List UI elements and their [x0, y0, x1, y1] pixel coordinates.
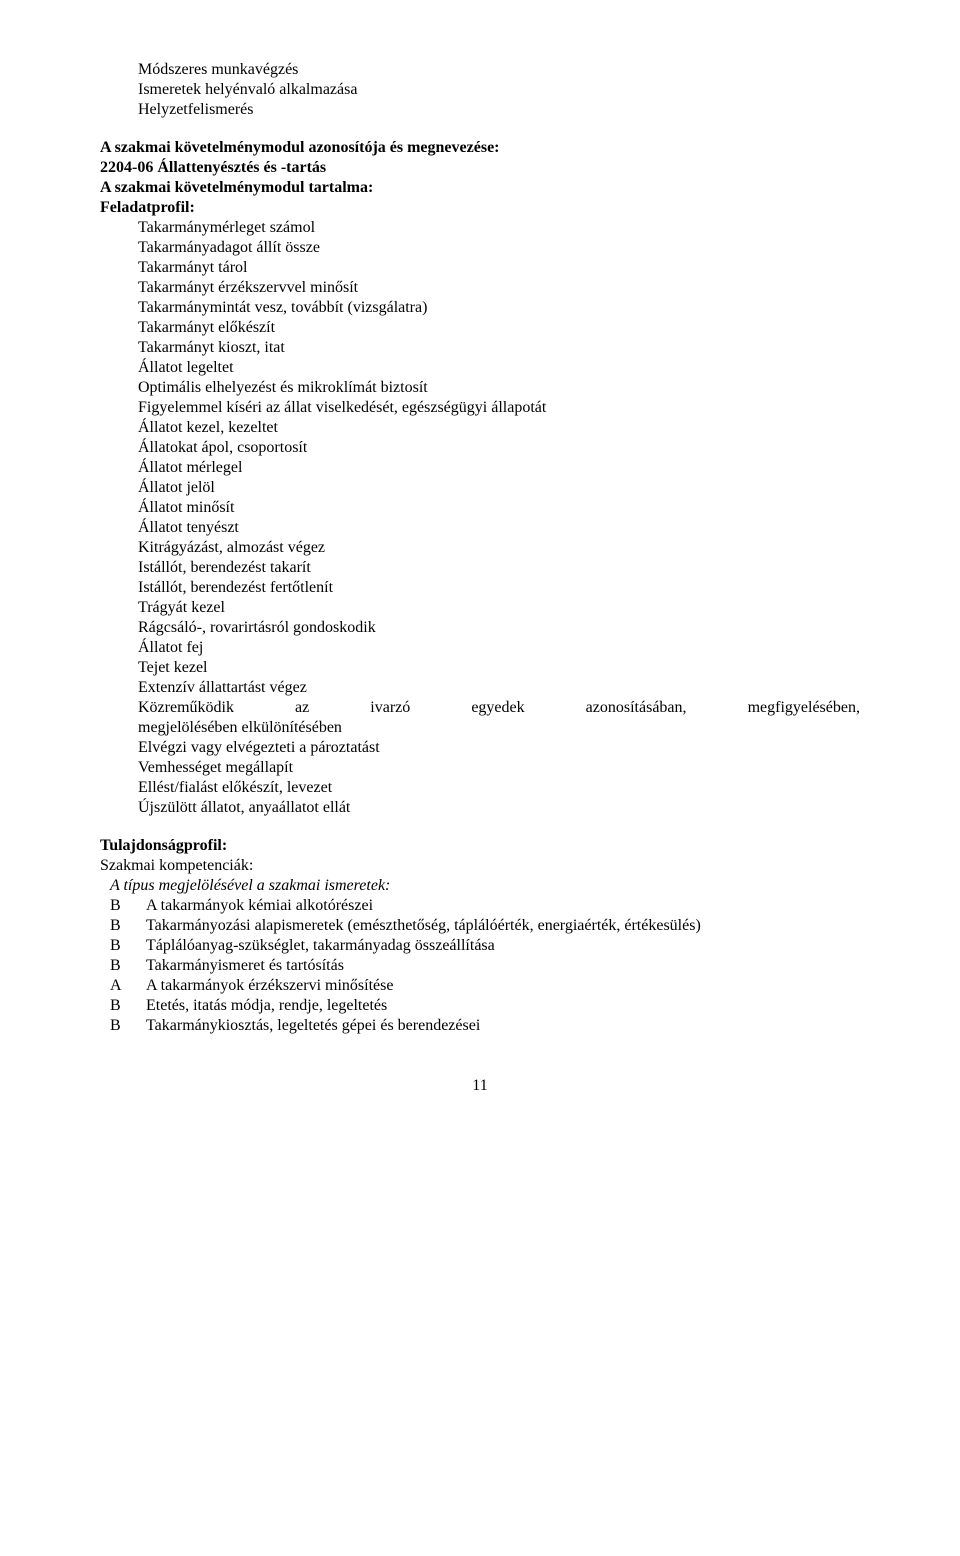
bullet-row: A A takarmányok érzékszervi minősítése [110, 976, 860, 996]
list-item: Takarmánymérleget számol [138, 218, 860, 238]
list-item: Ellést/fialást előkészít, levezet [138, 778, 860, 798]
bullet-text: Etetés, itatás módja, rendje, legeltetés [146, 996, 860, 1016]
bullet-letter: B [110, 896, 146, 916]
bullet-letter: B [110, 916, 146, 936]
list-item: Állatot tenyészt [138, 518, 860, 538]
module-intro: A szakmai követelménymodul azonosítója é… [100, 138, 860, 158]
list-item: Kitrágyázást, almozást végez [138, 538, 860, 558]
list-item: Újszülött állatot, anyaállatot ellát [138, 798, 860, 818]
module-code: 2204-06 Állattenyésztés és -tartás [100, 158, 860, 178]
list-item: Állatot legeltet [138, 358, 860, 378]
bullet-row: B Takarmányozási alapismeretek (emészthe… [110, 916, 860, 936]
list-item: Állatot minősít [138, 498, 860, 518]
list-item: Tejet kezel [138, 658, 860, 678]
bullet-row: B Takarmánykiosztás, legeltetés gépei és… [110, 1016, 860, 1036]
list-item: Vemhességet megállapít [138, 758, 860, 778]
list-item: Trágyát kezel [138, 598, 860, 618]
justified-word: megfigyelésében, [748, 698, 860, 718]
bullet-text: A takarmányok érzékszervi minősítése [146, 976, 860, 996]
bullet-text: Takarmányozási alapismeretek (emészthető… [146, 916, 860, 936]
feladatprofil-label: Feladatprofil: [100, 198, 860, 218]
bullet-text: Takarmánykiosztás, legeltetés gépei és b… [146, 1016, 860, 1036]
bullet-text: Takarmányismeret és tartósítás [146, 956, 860, 976]
top-line: Helyzetfelismerés [138, 100, 860, 120]
bullet-letter: A [110, 976, 146, 996]
list-item: Takarmányt kioszt, itat [138, 338, 860, 358]
top-line: Módszeres munkavégzés [138, 60, 860, 80]
justified-word: azonosításában, [586, 698, 687, 718]
szakmai-komp: Szakmai kompetenciák: [100, 856, 860, 876]
justified-word: Közreműködik [138, 698, 234, 718]
module-content: A szakmai követelménymodul tartalma: [100, 178, 860, 198]
list-item: Takarmánymintát vesz, továbbít (vizsgála… [138, 298, 860, 318]
list-item: Elvégzi vagy elvégezteti a pároztatást [138, 738, 860, 758]
justified-word: egyedek [471, 698, 524, 718]
list-item: Állatot kezel, kezeltet [138, 418, 860, 438]
list-item: Takarmányt tárol [138, 258, 860, 278]
top-line: Ismeretek helyénvaló alkalmazása [138, 80, 860, 100]
bullet-row: B Takarmányismeret és tartósítás [110, 956, 860, 976]
list-item: Állatot fej [138, 638, 860, 658]
list-item: Takarmányt előkészít [138, 318, 860, 338]
justified-line: Közreműködik az ivarzó egyedek azonosítá… [138, 698, 860, 718]
list-item: Takarmányadagot állít össze [138, 238, 860, 258]
list-item: Istállót, berendezést fertőtlenít [138, 578, 860, 598]
bullet-row: B Táplálóanyag-szükséglet, takarmányadag… [110, 936, 860, 956]
page-number: 11 [100, 1076, 860, 1096]
list-item: Rágcsáló-, rovarirtásról gondoskodik [138, 618, 860, 638]
list-item: megjelölésében elkülönítésében [138, 718, 860, 738]
list-item: Figyelemmel kíséri az állat viselkedését… [138, 398, 860, 418]
bullet-letter: B [110, 996, 146, 1016]
bullet-letter: B [110, 956, 146, 976]
bullet-row: B Etetés, itatás módja, rendje, legeltet… [110, 996, 860, 1016]
list-item: Istállót, berendezést takarít [138, 558, 860, 578]
list-item: Állatot mérlegel [138, 458, 860, 478]
bullet-letter: B [110, 936, 146, 956]
justified-word: ivarzó [370, 698, 410, 718]
bullet-letter: B [110, 1016, 146, 1036]
list-item: Optimális elhelyezést és mikroklímát biz… [138, 378, 860, 398]
list-item: Extenzív állattartást végez [138, 678, 860, 698]
bullet-text: Táplálóanyag-szükséglet, takarmányadag ö… [146, 936, 860, 956]
bullet-row: B A takarmányok kémiai alkotórészei [110, 896, 860, 916]
list-item: Állatokat ápol, csoportosít [138, 438, 860, 458]
justified-word: az [295, 698, 309, 718]
tulajdonsag-label: Tulajdonságprofil: [100, 836, 860, 856]
list-item: Állatot jelöl [138, 478, 860, 498]
tipus-line: A típus megjelölésével a szakmai ismeret… [110, 876, 860, 896]
list-item: Takarmányt érzékszervvel minősít [138, 278, 860, 298]
bullet-text: A takarmányok kémiai alkotórészei [146, 896, 860, 916]
